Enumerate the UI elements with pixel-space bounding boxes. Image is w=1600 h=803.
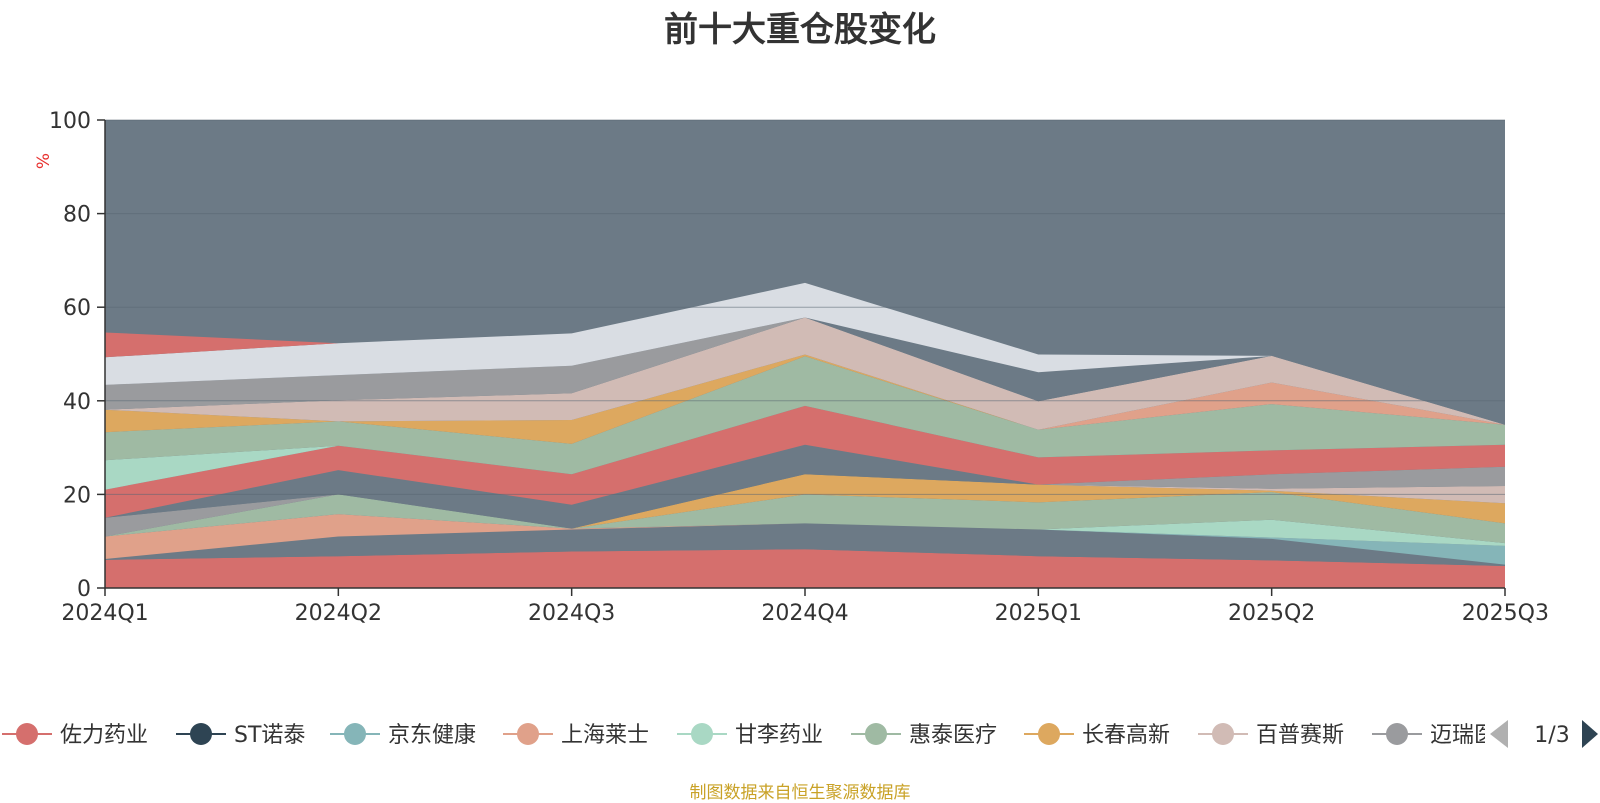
legend-marker [190,723,212,745]
legend-marker [865,723,887,745]
area-series-1 [105,549,1505,588]
legend-item-5[interactable]: 甘李药业 [677,723,823,748]
legend-next-page-icon[interactable] [1582,720,1598,748]
area-series-5 [105,514,1505,546]
legend-label: 京东健康 [388,723,476,748]
area-series-layer [105,282,1505,588]
legend-item-7[interactable]: 长春高新 [1024,723,1170,748]
legend-item-9[interactable]: 迈瑞医疗 [1372,723,1518,748]
area-series-7 [105,474,1505,537]
triangle-right-icon [1582,720,1598,748]
gridlines [105,119,1505,495]
axes: 0 20 40 60 80 100 2024Q1 2024Q2 2024Q3 2024Q4 2025… [49,109,1549,626]
legend-marker [1038,723,1060,745]
y-tick-label: 80 [63,203,91,228]
area-series-11 [105,405,1505,518]
legend: 佐力药业 ST诺泰 京东健康 上海莱士 甘李药业 惠泰医疗 长春高新 百普赛斯 迈瑞医疗 [2,723,1518,748]
y-tick-label: 40 [63,390,91,415]
y-tick-label: 100 [49,109,91,134]
legend-label: 长春高新 [1082,723,1170,748]
legend-label: 甘李药业 [735,723,823,748]
x-tick-label: 2024Q2 [295,601,382,626]
area-series-3 [105,523,1505,565]
area-series-6 [105,492,1505,544]
area-series-13 [105,356,1505,475]
legend-label: 百普赛斯 [1256,723,1344,748]
y-tick-label: 20 [63,483,91,508]
legend-label: 上海莱士 [561,723,649,748]
area-series-9 [105,466,1505,537]
source-note: 制图数据来自恒生聚源数据库 [689,783,911,803]
legend-item-4[interactable]: 上海莱士 [503,723,649,748]
chart-title: 前十大重仓股变化 [664,10,936,50]
legend-marker [517,723,539,745]
area-series-4 [105,514,1505,559]
area-series-10 [105,444,1505,529]
legend-item-2[interactable]: ST诺泰 [176,723,305,748]
x-tick-label: 2024Q1 [61,601,148,626]
area-series-16 [105,317,1505,430]
legend-marker [691,723,713,745]
legend-label: 惠泰医疗 [909,723,997,748]
area-series-15 [105,354,1505,430]
legend-label: 迈瑞医疗 [1430,723,1518,748]
legend-item-8[interactable]: 百普赛斯 [1198,723,1344,748]
legend-marker [1212,723,1234,745]
x-tick-label: 2025Q1 [995,601,1082,626]
legend-marker [1386,723,1408,745]
legend-marker [16,723,38,745]
y-tick-label: 0 [77,577,91,602]
y-tick-label: 60 [63,296,91,321]
area-series-2 [105,523,1505,566]
legend-page-indicator: 1/3 [1534,723,1569,748]
area-series-19 [105,282,1505,409]
triangle-left-icon [1490,720,1508,748]
legend-item-1[interactable]: 佐力药业 [2,723,148,748]
x-tick-label: 2025Q3 [1462,601,1549,626]
y-axis-label: % [34,153,54,169]
legend-prev-page-icon[interactable] [1490,720,1508,748]
x-tick-label: 2024Q4 [761,601,848,626]
x-tick-label: 2025Q2 [1228,601,1315,626]
legend-marker [344,723,366,745]
legend-label: ST诺泰 [234,723,305,748]
area-series-14 [105,354,1505,444]
legend-label: 佐力药业 [60,723,148,748]
legend-item-6[interactable]: 惠泰医疗 [851,723,997,748]
legend-item-3[interactable]: 京东健康 [330,723,476,748]
x-tick-label: 2024Q3 [528,601,615,626]
